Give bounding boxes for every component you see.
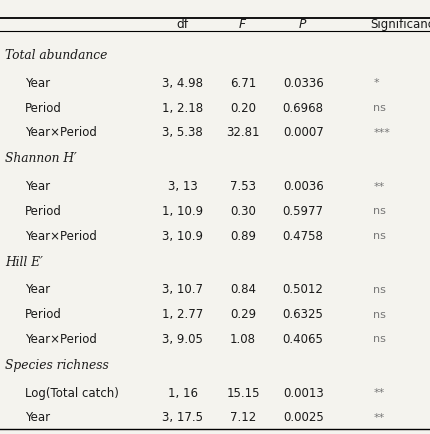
Text: 0.0013: 0.0013	[283, 387, 323, 400]
Text: 0.29: 0.29	[230, 308, 256, 321]
Text: 0.6968: 0.6968	[283, 102, 324, 115]
Text: Year: Year	[25, 411, 50, 424]
Text: Species richness: Species richness	[5, 359, 109, 372]
Text: 3, 5.38: 3, 5.38	[163, 126, 203, 139]
Text: Period: Period	[25, 308, 62, 321]
Text: ***: ***	[373, 128, 390, 138]
Text: Year×Period: Year×Period	[25, 333, 97, 346]
Text: ns: ns	[373, 309, 386, 320]
Text: 1, 16: 1, 16	[168, 387, 198, 400]
Text: 0.30: 0.30	[230, 205, 256, 218]
Text: 3, 13: 3, 13	[168, 180, 198, 193]
Text: *: *	[373, 78, 379, 89]
Text: ns: ns	[373, 334, 386, 345]
Text: 1, 2.77: 1, 2.77	[162, 308, 203, 321]
Text: 1, 2.18: 1, 2.18	[162, 102, 203, 115]
Text: Year: Year	[25, 77, 50, 90]
Text: 0.0336: 0.0336	[283, 77, 323, 90]
Text: 0.0025: 0.0025	[283, 411, 323, 424]
Text: 0.4758: 0.4758	[283, 230, 324, 243]
Text: 0.5977: 0.5977	[283, 205, 324, 218]
Text: ns: ns	[373, 231, 386, 241]
Text: 3, 9.05: 3, 9.05	[162, 333, 203, 346]
Text: ns: ns	[373, 285, 386, 295]
Text: Year×Period: Year×Period	[25, 230, 97, 243]
Text: ns: ns	[373, 206, 386, 217]
Text: Shannon H′: Shannon H′	[5, 152, 77, 165]
Text: Year: Year	[25, 283, 50, 296]
Text: **: **	[373, 388, 384, 398]
Text: Hill E′: Hill E′	[5, 256, 43, 269]
Text: 3, 10.9: 3, 10.9	[162, 230, 203, 243]
Text: 3, 17.5: 3, 17.5	[162, 411, 203, 424]
Text: 7.12: 7.12	[230, 411, 256, 424]
Text: df: df	[177, 18, 189, 31]
Text: 3, 10.7: 3, 10.7	[162, 283, 203, 296]
Text: Year×Period: Year×Period	[25, 126, 97, 139]
Text: 0.4065: 0.4065	[283, 333, 324, 346]
Text: Period: Period	[25, 205, 62, 218]
Text: 6.71: 6.71	[230, 77, 256, 90]
Text: 1.08: 1.08	[230, 333, 256, 346]
Text: 0.5012: 0.5012	[283, 283, 324, 296]
Text: 0.20: 0.20	[230, 102, 256, 115]
Text: Significanceᵇ: Significanceᵇ	[370, 18, 430, 31]
Text: Log(Total catch): Log(Total catch)	[25, 387, 119, 400]
Text: 0.0007: 0.0007	[283, 126, 323, 139]
Text: $F$: $F$	[238, 18, 248, 31]
Text: Period: Period	[25, 102, 62, 115]
Text: 0.0036: 0.0036	[283, 180, 323, 193]
Text: 1, 10.9: 1, 10.9	[162, 205, 203, 218]
Text: 32.81: 32.81	[226, 126, 260, 139]
Text: **: **	[373, 181, 384, 192]
Text: Total abundance: Total abundance	[5, 49, 107, 62]
Text: 0.89: 0.89	[230, 230, 256, 243]
Text: ns: ns	[373, 103, 386, 113]
Text: 3, 4.98: 3, 4.98	[162, 77, 203, 90]
Text: Year: Year	[25, 180, 50, 193]
Text: 0.6325: 0.6325	[283, 308, 324, 321]
Text: 0.84: 0.84	[230, 283, 256, 296]
Text: **: **	[373, 413, 384, 423]
Text: 7.53: 7.53	[230, 180, 256, 193]
Text: 15.15: 15.15	[226, 387, 260, 400]
Text: $P$: $P$	[298, 18, 308, 31]
